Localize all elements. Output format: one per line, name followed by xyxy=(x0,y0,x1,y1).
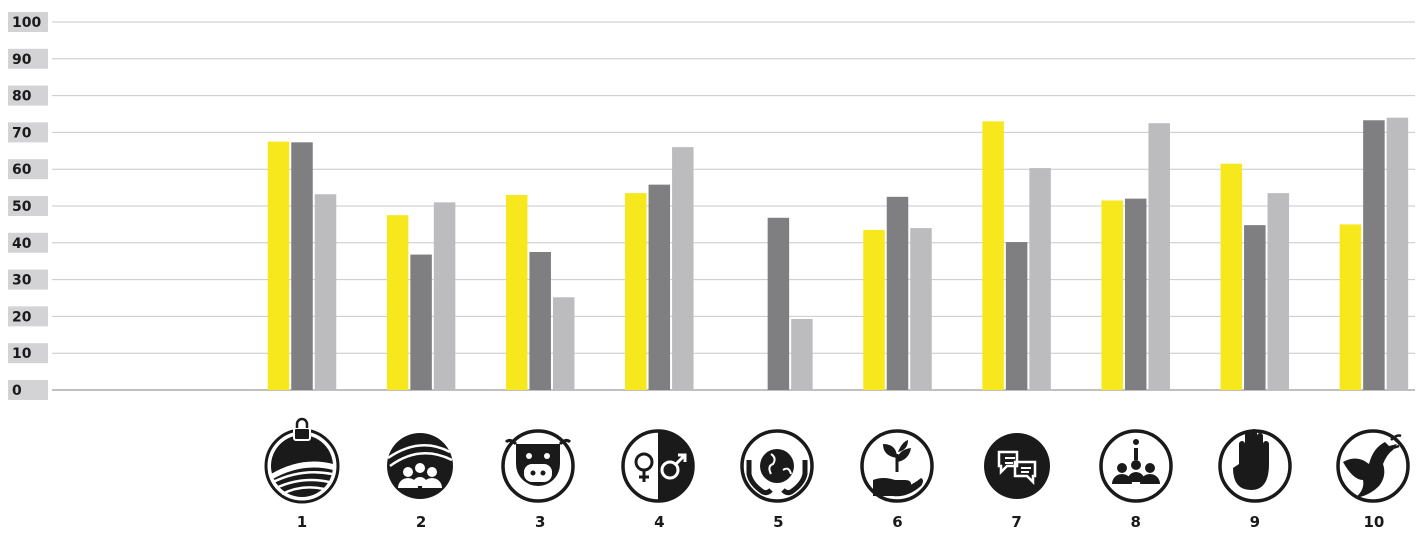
x-tick-label: 6 xyxy=(892,513,902,531)
gender-equality-icon xyxy=(621,429,695,503)
bar-series-3-cat-10 xyxy=(1386,117,1409,391)
y-tick-bg xyxy=(8,12,48,32)
bar-series-1-cat-6 xyxy=(863,229,885,390)
bar-series-2-cat-2 xyxy=(410,254,432,390)
y-tick-label: 60 xyxy=(12,162,32,178)
bar-series-1-cat-7 xyxy=(982,121,1004,391)
x-tick-label: 4 xyxy=(654,513,664,531)
y-axis: 0 10 20 30 40 50 60 70 80 90 100 xyxy=(8,12,48,400)
peace-dove-icon xyxy=(1336,429,1410,503)
y-tick-bg xyxy=(8,48,48,69)
plant-in-hand-icon xyxy=(860,429,934,503)
bars xyxy=(267,117,1409,391)
y-tick: 0 xyxy=(8,380,48,400)
x-tick-label: 2 xyxy=(416,513,426,531)
x-tick-label: 9 xyxy=(1250,513,1260,531)
stop-hand-icon xyxy=(1218,429,1292,503)
land-lock-icon xyxy=(264,417,340,504)
y-tick: 50 xyxy=(8,196,48,216)
bar-series-1-cat-2 xyxy=(386,215,409,390)
y-tick-bg xyxy=(8,85,48,106)
y-tick: 100 xyxy=(8,12,48,32)
category-icons xyxy=(264,417,1410,504)
grid-lines xyxy=(52,21,1415,391)
earth-protection-icon xyxy=(740,429,814,503)
bar-series-3-cat-7 xyxy=(1029,168,1051,390)
y-tick: 80 xyxy=(8,85,48,106)
y-tick-bg xyxy=(8,269,48,290)
y-tick: 60 xyxy=(8,159,48,180)
y-tick: 20 xyxy=(8,306,48,327)
y-tick: 90 xyxy=(8,48,48,69)
y-tick: 70 xyxy=(8,122,48,143)
y-tick-label: 90 xyxy=(12,52,32,68)
land-community-icon xyxy=(387,433,453,499)
bar-series-1-cat-3 xyxy=(505,194,528,390)
y-tick-label: 30 xyxy=(12,273,32,289)
y-tick: 40 xyxy=(8,232,48,253)
information-community-icon xyxy=(1099,429,1173,503)
y-tick: 30 xyxy=(8,269,48,290)
bar-series-2-cat-1 xyxy=(291,142,313,390)
bar-series-3-cat-2 xyxy=(433,202,456,390)
y-tick-label: 50 xyxy=(12,199,32,215)
y-tick-bg xyxy=(8,306,48,327)
bar-series-2-cat-5 xyxy=(767,217,790,390)
bar-series-2-cat-9 xyxy=(1244,225,1266,390)
livestock-cow-icon xyxy=(501,429,575,503)
x-tick-label: 3 xyxy=(535,513,545,531)
y-tick-bg xyxy=(8,343,48,364)
y-tick-label: 100 xyxy=(12,15,41,31)
bar-series-3-cat-6 xyxy=(910,228,932,390)
bar-series-2-cat-3 xyxy=(529,252,551,390)
bar-series-3-cat-8 xyxy=(1148,123,1170,390)
bar-series-3-cat-1 xyxy=(314,194,337,390)
x-tick-label: 10 xyxy=(1363,513,1384,531)
bar-series-3-cat-4 xyxy=(672,147,694,390)
bar-series-3-cat-5 xyxy=(791,318,813,390)
bar-series-1-cat-1 xyxy=(267,141,290,390)
x-axis-labels: 1 2 3 4 5 6 7 8 9 10 xyxy=(297,513,1385,531)
y-tick-label: 0 xyxy=(12,383,22,399)
bar-series-3-cat-3 xyxy=(552,297,575,390)
bar-series-2-cat-8 xyxy=(1124,198,1147,390)
bar-series-3-cat-9 xyxy=(1267,193,1290,390)
bar-series-2-cat-7 xyxy=(1005,242,1028,390)
bar-series-1-cat-4 xyxy=(625,193,647,390)
y-tick-label: 40 xyxy=(12,236,32,252)
x-tick-label: 7 xyxy=(1011,513,1021,531)
x-tick-label: 1 xyxy=(297,513,307,531)
bar-series-2-cat-10 xyxy=(1363,120,1385,391)
bar-series-2-cat-6 xyxy=(886,196,909,390)
y-tick-bg xyxy=(8,159,48,180)
bar-series-1-cat-8 xyxy=(1101,200,1123,390)
dialogue-icon xyxy=(984,433,1050,499)
y-tick-bg xyxy=(8,232,48,253)
y-tick-label: 70 xyxy=(12,125,32,141)
x-tick-label: 5 xyxy=(773,513,783,531)
y-tick-bg xyxy=(8,196,48,216)
bar-series-1-cat-9 xyxy=(1220,163,1243,390)
y-tick-label: 10 xyxy=(12,346,32,362)
y-tick: 10 xyxy=(8,343,48,364)
y-tick-label: 80 xyxy=(12,89,32,105)
x-tick-label: 8 xyxy=(1130,513,1140,531)
y-tick-bg xyxy=(8,122,48,143)
y-tick-bg xyxy=(8,380,48,400)
bar-series-1-cat-10 xyxy=(1339,224,1362,390)
bar-series-2-cat-4 xyxy=(648,184,671,390)
y-tick-label: 20 xyxy=(12,309,32,325)
